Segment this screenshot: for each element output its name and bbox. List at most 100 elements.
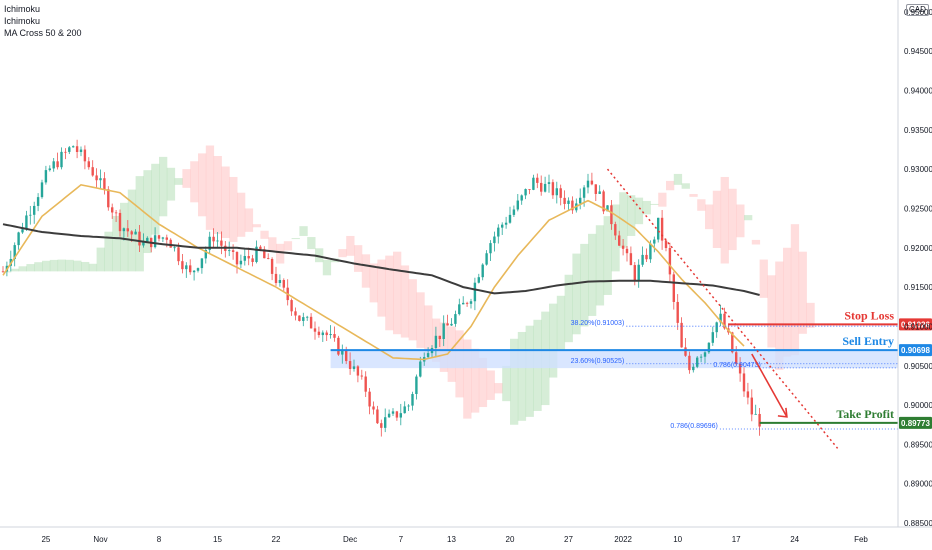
x-tick-label: Nov: [93, 535, 107, 544]
candle-body: [618, 235, 621, 246]
candle-body: [103, 178, 106, 190]
candle-body: [17, 232, 20, 246]
cloud-segment: [135, 176, 144, 272]
cloud-segment: [18, 266, 27, 272]
candle-body: [333, 334, 336, 338]
cloud-segment: [720, 176, 729, 264]
candle-body: [660, 217, 664, 241]
candle-body: [473, 282, 477, 302]
cloud-segment: [572, 253, 581, 335]
price-tag: [899, 416, 932, 429]
candle-body: [290, 300, 293, 312]
candle-body: [438, 335, 441, 340]
candle-body: [551, 182, 555, 196]
candle-body: [571, 200, 574, 211]
candle-body: [60, 151, 63, 168]
y-tick-label: 0.91500: [904, 283, 932, 292]
legend-ichimoku-2[interactable]: Ichimoku: [4, 16, 41, 26]
candle-body: [758, 413, 761, 427]
candle-body: [446, 323, 449, 326]
cloud-segment: [588, 233, 597, 316]
candle-body: [25, 215, 28, 230]
candle-body: [516, 200, 519, 210]
candle-body: [633, 265, 636, 281]
candle-body: [407, 405, 410, 407]
candle-body: [368, 391, 371, 407]
candle-body: [524, 189, 527, 196]
cloud-segment: [502, 365, 511, 402]
cloud-segment: [689, 194, 698, 197]
candle-body: [731, 332, 734, 353]
candle-body: [536, 177, 539, 183]
cloud-segment: [73, 260, 82, 272]
candle-body: [395, 411, 399, 418]
cloud-segment: [642, 200, 651, 215]
level-label: Sell Entry: [842, 334, 894, 348]
x-tick-label: Feb: [854, 535, 868, 544]
cloud-segment: [65, 259, 74, 272]
cloud-segment: [556, 295, 566, 351]
candle-body: [142, 241, 145, 246]
candle-body: [649, 243, 652, 260]
x-tick-label: 25: [41, 535, 50, 544]
candle-body: [532, 177, 535, 190]
cloud-segment: [338, 249, 347, 258]
cloud-segment: [96, 247, 105, 272]
candle-body: [294, 311, 297, 316]
cloud-segment: [88, 263, 98, 272]
candle-body: [138, 231, 141, 246]
x-tick-label: 20: [506, 535, 515, 544]
candle-body: [621, 245, 625, 249]
candle-body: [33, 205, 36, 215]
candle-body: [231, 250, 235, 252]
candle-body: [540, 182, 543, 192]
cloud-segment: [81, 261, 90, 272]
y-tick-label: 0.89500: [904, 440, 932, 449]
cloud-segment: [517, 331, 527, 421]
candle-body: [415, 376, 418, 395]
cloud-segment: [767, 275, 776, 348]
candle-body: [345, 350, 348, 362]
candle-body: [196, 268, 200, 271]
cloud-segment: [510, 338, 519, 425]
candle-body: [364, 376, 367, 392]
candle-body: [384, 417, 387, 428]
cloud-segment: [751, 239, 761, 245]
cloud-segment: [10, 268, 20, 272]
candle-body: [165, 237, 168, 240]
candle-body: [711, 332, 714, 343]
cloud-segment: [439, 322, 449, 372]
candle-body: [563, 197, 566, 204]
cloud-segment: [736, 204, 745, 238]
candle-body: [434, 335, 438, 348]
cloud-segment: [268, 237, 277, 251]
candle-body: [610, 205, 613, 225]
candle-body: [204, 249, 207, 259]
x-tick-label: 24: [790, 535, 799, 544]
legend-ichimoku-1[interactable]: Ichimoku: [4, 4, 41, 14]
candle-body: [114, 212, 118, 214]
candle-body: [555, 188, 558, 196]
candle-body: [341, 350, 344, 355]
x-tick-label: 17: [732, 535, 741, 544]
candle-body: [95, 175, 98, 181]
candle-body: [489, 243, 492, 254]
candle-body: [107, 189, 110, 208]
cloud-segment: [705, 204, 714, 230]
x-tick-label: Dec: [343, 535, 357, 544]
candle-body: [1, 271, 5, 273]
legend-ma-cross[interactable]: MA Cross 50 & 200: [4, 28, 82, 38]
candle-body: [442, 323, 445, 340]
cloud-segment: [252, 224, 261, 228]
candle-body: [477, 277, 480, 283]
cloud-segment: [190, 161, 199, 203]
cloud-segment: [580, 243, 589, 327]
candle-body: [481, 264, 484, 278]
currency-badge[interactable]: CAD: [906, 4, 929, 16]
candle-body: [750, 397, 753, 415]
cloud-segment: [775, 261, 784, 370]
candle-body: [321, 332, 324, 336]
y-tick-label: 0.94000: [904, 86, 932, 95]
